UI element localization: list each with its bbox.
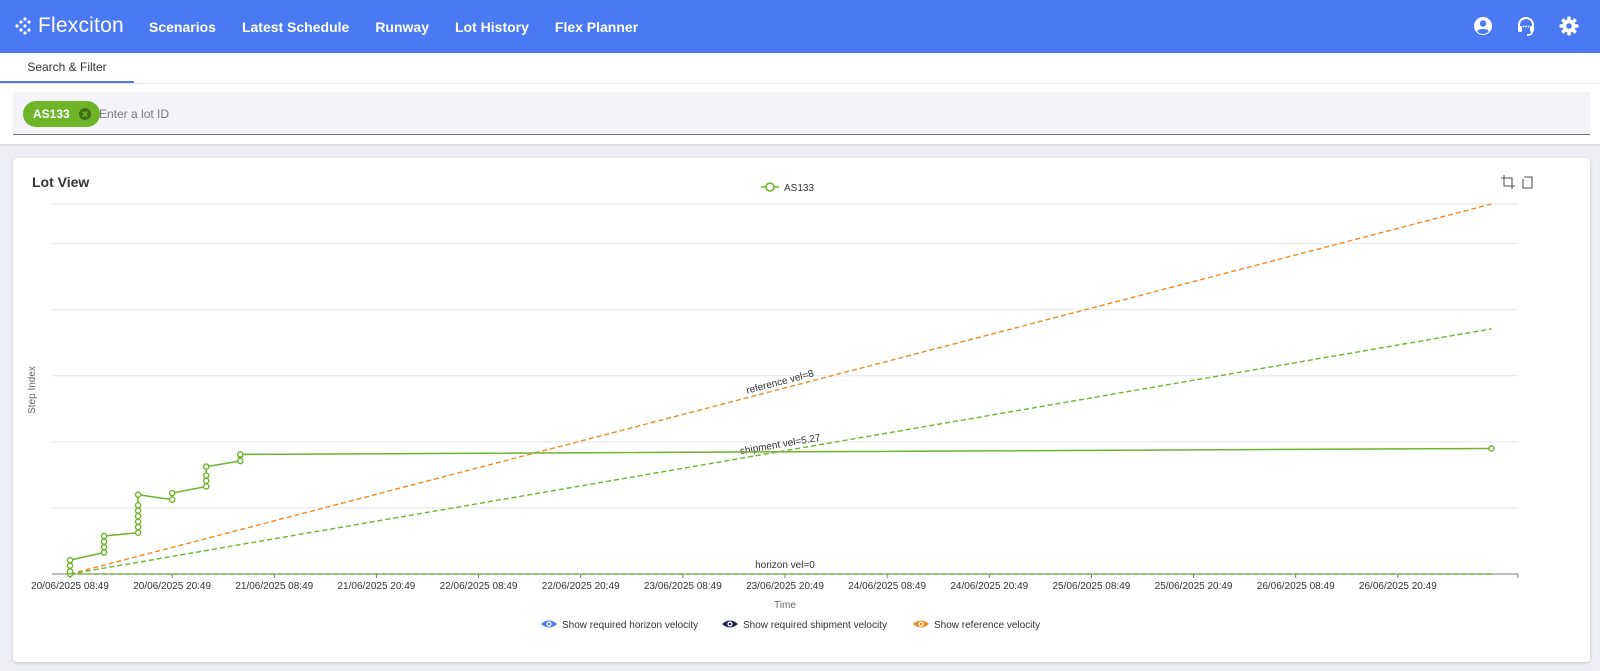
lot-data-point[interactable] — [202, 463, 210, 470]
lot-data-point[interactable] — [134, 518, 142, 526]
x-tick-label: 24/06/2025 08:49 — [848, 581, 926, 592]
toggle-label: Show reference velocity — [934, 620, 1040, 631]
x-axis-label: Time — [774, 600, 796, 611]
lot-data-point[interactable] — [100, 538, 108, 545]
lot-data-point[interactable] — [236, 451, 244, 458]
sub-tab-bar: Search & Filter — [0, 53, 1600, 84]
lot-chip[interactable]: AS133 — [23, 101, 100, 127]
lot-data-point[interactable] — [168, 496, 176, 503]
lot-data-point[interactable] — [134, 491, 142, 499]
x-tick-label: 21/06/2025 20:49 — [337, 581, 415, 592]
x-tick-label: 26/06/2025 08:49 — [1257, 581, 1335, 592]
lot-data-point[interactable] — [236, 457, 244, 465]
lot-data-point[interactable] — [1488, 445, 1495, 452]
card-title: Lot View — [32, 174, 90, 190]
headset-icon[interactable] — [1515, 15, 1537, 37]
lot-data-point[interactable] — [202, 483, 210, 490]
lot-data-point[interactable] — [202, 477, 210, 485]
x-tick-label: 25/06/2025 20:49 — [1155, 581, 1233, 592]
x-tick-label: 22/06/2025 08:49 — [440, 581, 518, 592]
nav-item-latest-schedule[interactable]: Latest Schedule — [241, 18, 350, 35]
lot-chip-label: AS133 — [33, 107, 70, 121]
lot-data-point[interactable] — [134, 501, 142, 509]
toggle-label: Show required horizon velocity — [562, 620, 698, 631]
lot-data-point[interactable] — [202, 472, 210, 479]
lot-data-point[interactable] — [100, 532, 108, 540]
x-tick-label: 23/06/2025 08:49 — [644, 581, 722, 592]
lot-id-input[interactable] — [99, 101, 499, 127]
x-tick-label: 22/06/2025 20:49 — [542, 581, 620, 592]
lot-id-filter-field[interactable]: AS133 — [13, 92, 1590, 135]
x-tick-label: 20/06/2025 20:49 — [133, 581, 211, 592]
nav-item-flex-planner[interactable]: Flex Planner — [554, 18, 639, 35]
crop-zoom-icon[interactable] — [1501, 175, 1515, 189]
nav-item-scenarios[interactable]: Scenarios — [149, 18, 216, 35]
toggle-label: Show required shipment velocity — [743, 620, 887, 631]
lot-data-point[interactable] — [66, 568, 74, 575]
lot-series-line — [69, 447, 1492, 574]
lot-data-point[interactable] — [134, 512, 142, 520]
horizon-velocity-label: horizon vel=0 — [755, 560, 815, 571]
flexciton-logo-icon — [15, 17, 31, 35]
eye-iris — [728, 622, 732, 626]
gear-icon[interactable] — [1558, 15, 1580, 37]
main-nav: Scenarios Latest Schedule Runway Lot His… — [136, 0, 651, 53]
lot-data-point[interactable] — [100, 549, 108, 556]
y-axis-label: Step Index — [27, 366, 38, 414]
tab-search-filter[interactable]: Search & Filter — [0, 53, 134, 83]
x-tick-label: 26/06/2025 20:49 — [1359, 581, 1437, 592]
lot-data-point[interactable] — [100, 543, 108, 551]
lot-view-chart: 20/06/2025 08:49 20/06/2025 20:49 21/06/20… — [27, 175, 1533, 631]
nav-item-runway[interactable]: Runway — [375, 18, 429, 35]
flexciton-logo[interactable]: Flexciton — [14, 14, 124, 38]
reference-velocity-label: reference vel=8 — [745, 368, 815, 396]
reference-velocity-line — [69, 203, 1492, 575]
lot-data-point[interactable] — [168, 489, 176, 497]
nav-item-lot-history[interactable]: Lot History — [455, 18, 529, 35]
eye-iris — [547, 622, 551, 626]
lot-view-card: Lot View 20/06/2025 08:49 20/06/2025 20:4… — [13, 158, 1590, 662]
account-circle-icon[interactable] — [1472, 15, 1494, 37]
x-tick-label: 25/06/2025 08:49 — [1052, 581, 1130, 592]
filter-panel: AS133 — [0, 84, 1600, 144]
x-tick-label: 21/06/2025 08:49 — [235, 581, 313, 592]
x-tick-label: 20/06/2025 08:49 — [31, 581, 109, 592]
top-actions — [1451, 15, 1580, 37]
x-tick-label: 23/06/2025 20:49 — [746, 581, 824, 592]
chip-remove-icon[interactable] — [78, 107, 92, 121]
legend-label: AS133 — [784, 183, 814, 194]
restore-icon[interactable] — [1522, 176, 1533, 189]
lot-data-point[interactable] — [66, 562, 74, 570]
legend-marker — [765, 182, 775, 192]
brand-name: Flexciton — [38, 14, 124, 37]
eye-iris — [919, 622, 923, 626]
top-app-bar: Flexciton Scenarios Latest Schedule Runw… — [0, 0, 1600, 53]
x-tick-label: 24/06/2025 20:49 — [950, 581, 1028, 592]
lot-data-point[interactable] — [66, 556, 74, 564]
lot-data-point[interactable] — [134, 529, 142, 537]
lot-data-point[interactable] — [134, 507, 142, 514]
lot-data-point[interactable] — [134, 523, 142, 531]
shipment-velocity-label: shipment vel=5.27 — [739, 433, 822, 458]
